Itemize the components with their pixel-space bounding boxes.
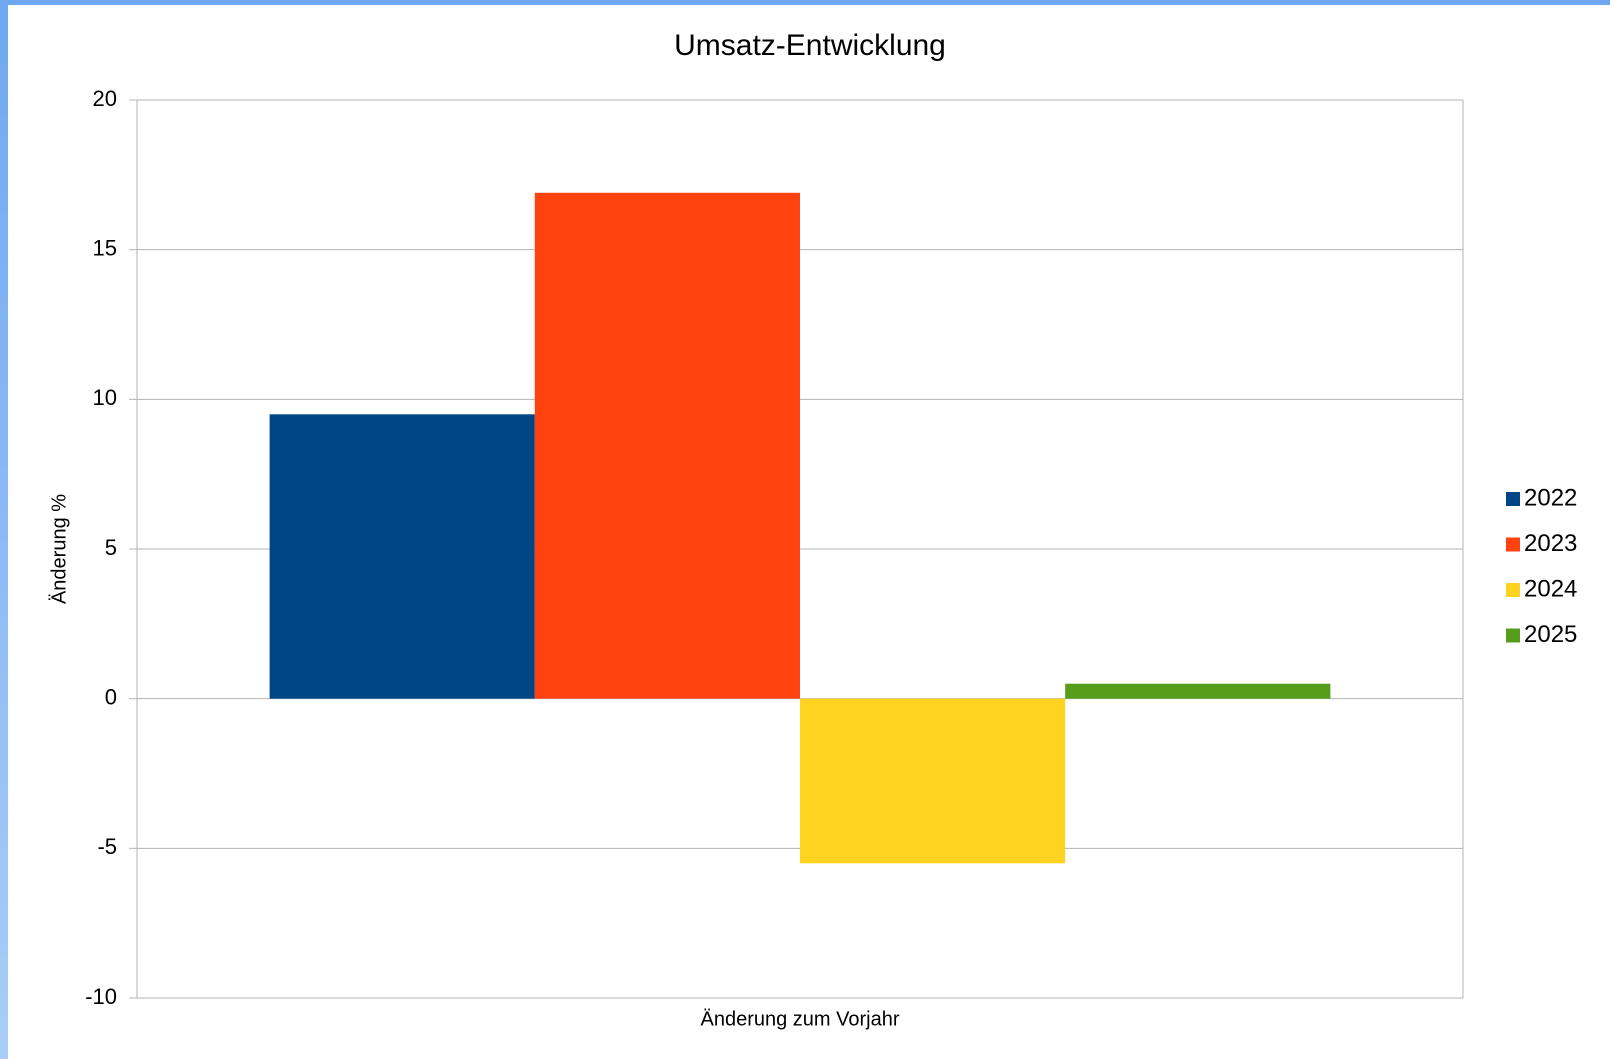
y-axis-label: Änderung % <box>48 494 70 604</box>
plot-border <box>136 99 1464 999</box>
y-tick-label: 10 <box>93 385 117 410</box>
legend-swatch <box>1506 492 1520 506</box>
bar <box>800 698 1066 864</box>
x-tick-label: Änderung zum Vorjahr <box>700 1008 899 1030</box>
bar <box>1065 683 1331 699</box>
chart-background <box>8 5 1610 1059</box>
bar <box>534 192 800 699</box>
y-tick-label: 15 <box>93 235 117 260</box>
chart-title: Umsatz-Entwicklung <box>674 29 946 62</box>
y-tick-label: 20 <box>93 86 117 111</box>
legend-label: 2025 <box>1524 621 1577 648</box>
legend-swatch <box>1506 583 1520 597</box>
y-tick-label: 5 <box>105 535 117 560</box>
bar <box>269 414 535 699</box>
y-tick-label: -5 <box>97 834 117 859</box>
y-tick-label: 0 <box>105 684 117 709</box>
y-tick-label: -10 <box>85 984 117 1009</box>
legend-swatch <box>1506 537 1520 552</box>
legend-swatch <box>1506 628 1520 643</box>
legend-label: 2024 <box>1524 575 1577 602</box>
legend-label: 2022 <box>1524 484 1577 511</box>
legend-label: 2023 <box>1524 530 1577 557</box>
